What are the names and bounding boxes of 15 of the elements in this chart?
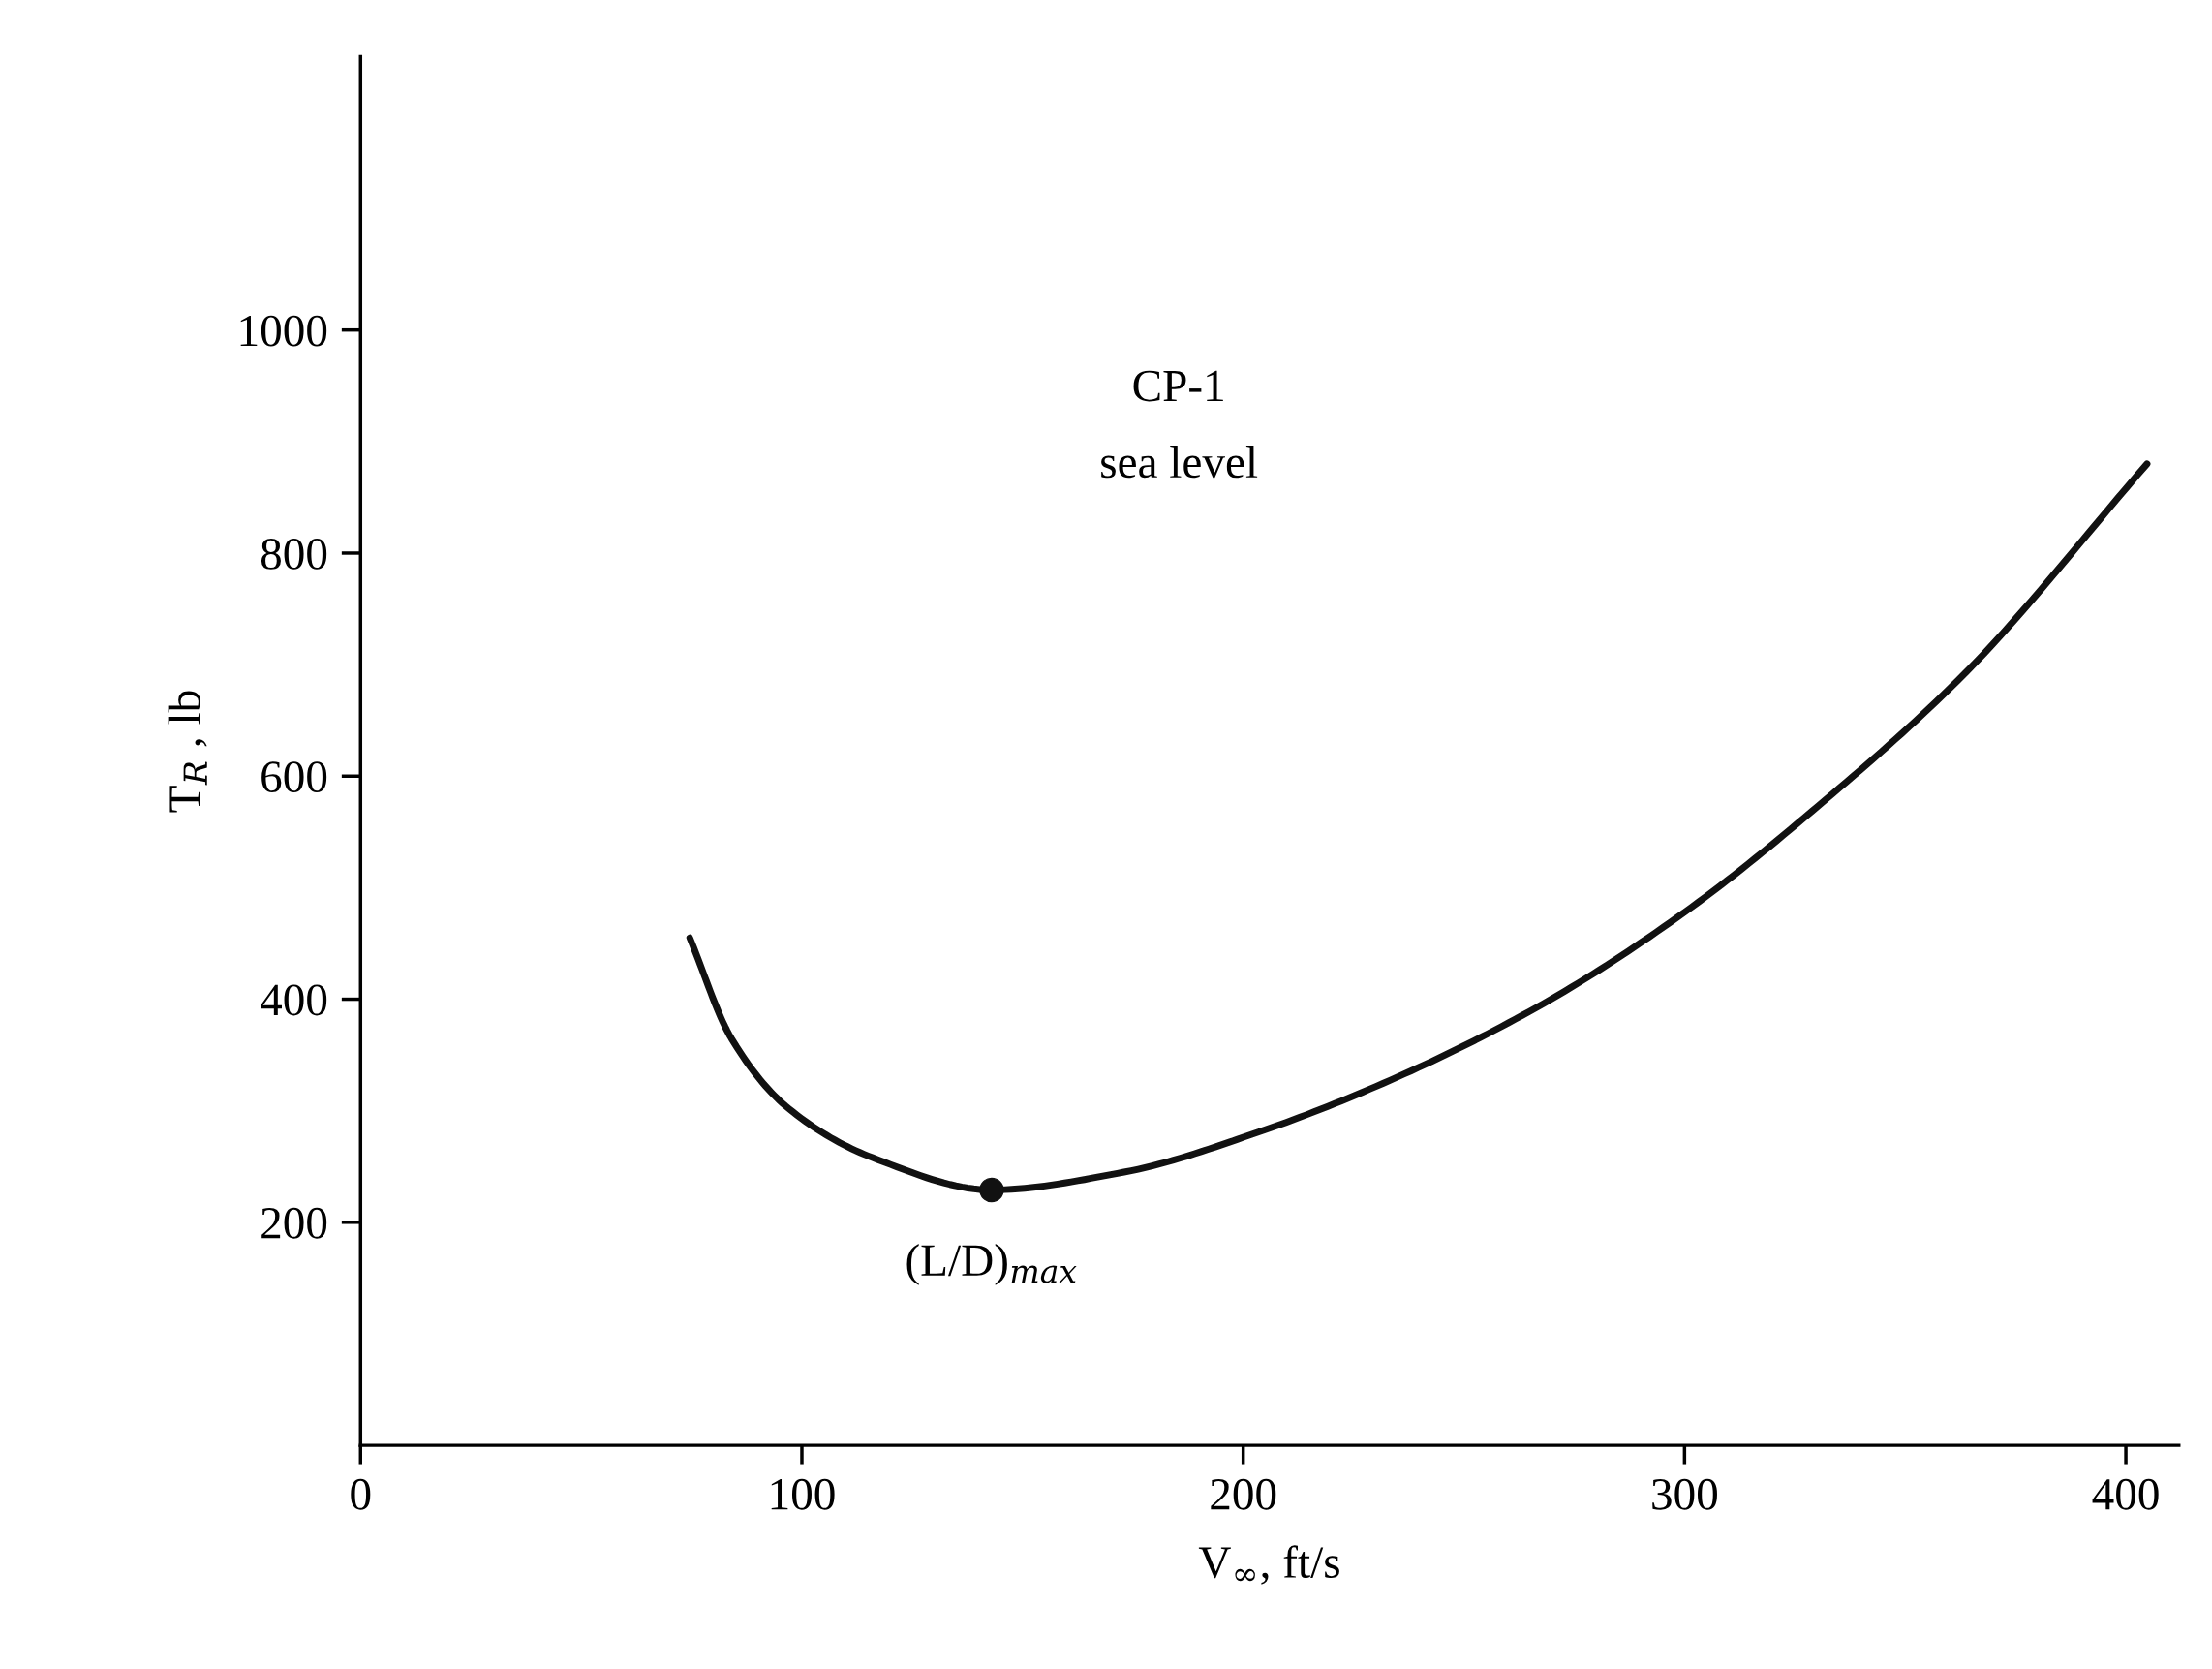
- x-tick-label: 200: [1211, 1478, 1276, 1510]
- annotation: sea level: [1101, 446, 1258, 479]
- x-tick-label: 300: [1652, 1478, 1717, 1510]
- x-axis-title: V$_{∞}$, ft/s: [1198, 1545, 1339, 1585]
- x-tick-label: 400: [2092, 1478, 2159, 1510]
- y-tick-label: 600: [261, 761, 327, 793]
- annotation: (L/D)$_{max}$: [906, 1243, 1077, 1285]
- x-tick-label: 100: [771, 1478, 835, 1510]
- annotation: CP-1: [1133, 370, 1223, 402]
- y-tick-label: 200: [261, 1207, 327, 1239]
- y-tick-label: 1000: [240, 315, 327, 347]
- y-tick-label: 400: [261, 984, 327, 1016]
- x-tick-label: 0: [351, 1478, 371, 1510]
- y-tick-label: 800: [261, 538, 327, 570]
- y-axis-title: T$_{R}$ , lb: [168, 691, 207, 813]
